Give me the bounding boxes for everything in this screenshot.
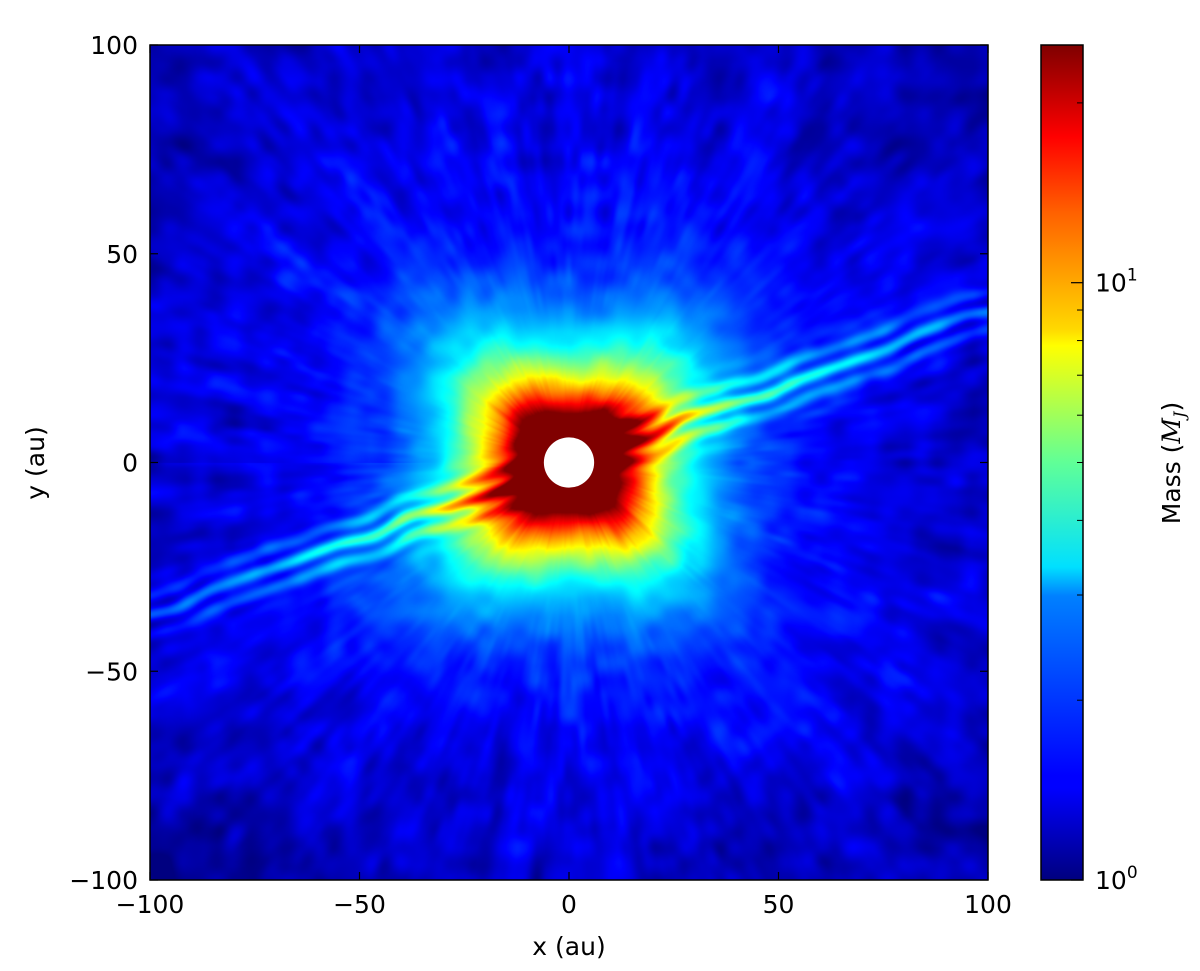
colorbar-tick-label: 100 bbox=[1095, 863, 1138, 895]
colorbar-tick-label: 101 bbox=[1095, 266, 1138, 298]
y-axis-label: y (au) bbox=[21, 426, 50, 499]
x-tick-label: −100 bbox=[116, 890, 185, 919]
x-tick-label: 50 bbox=[763, 890, 795, 919]
x-tick-label: 0 bbox=[561, 890, 577, 919]
central-hole bbox=[543, 437, 595, 488]
y-tick-label: 0 bbox=[122, 449, 138, 478]
colorbar bbox=[1040, 44, 1084, 881]
x-tick-label: −50 bbox=[333, 890, 386, 919]
x-axis-ticks: −100 −50 0 50 100 bbox=[116, 45, 1012, 919]
x-tick-label: 100 bbox=[964, 890, 1012, 919]
y-tick-label: −50 bbox=[85, 657, 138, 686]
y-tick-label: 50 bbox=[106, 240, 138, 269]
x-axis-label: x (au) bbox=[532, 932, 605, 961]
colorbar-ticks: 100 101 bbox=[1071, 102, 1138, 895]
y-tick-label: 100 bbox=[90, 31, 138, 60]
y-tick-label: −100 bbox=[69, 866, 138, 895]
colorbar-label: Mass (MJ) bbox=[1157, 402, 1189, 524]
y-axis-ticks: −100 −50 0 50 100 bbox=[69, 31, 988, 895]
